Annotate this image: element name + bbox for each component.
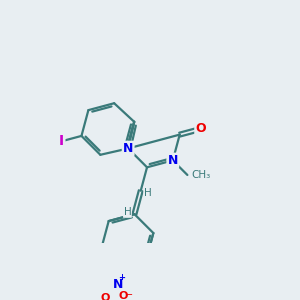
Text: O: O [118, 291, 128, 300]
Text: I: I [59, 134, 64, 148]
Text: H: H [144, 188, 152, 198]
Text: CH₃: CH₃ [191, 170, 210, 180]
Text: N: N [113, 278, 123, 291]
Text: +: + [118, 273, 125, 282]
Text: N: N [168, 154, 178, 167]
Text: −: − [125, 290, 133, 300]
Text: H: H [124, 207, 131, 217]
Text: O: O [101, 292, 110, 300]
Text: O: O [196, 122, 206, 136]
Text: N: N [123, 142, 133, 155]
